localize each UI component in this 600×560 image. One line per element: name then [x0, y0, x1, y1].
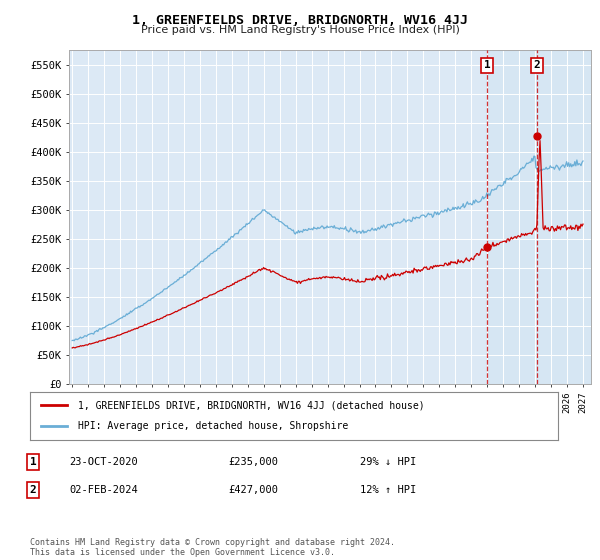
- Text: 1, GREENFIELDS DRIVE, BRIDGNORTH, WV16 4JJ (detached house): 1, GREENFIELDS DRIVE, BRIDGNORTH, WV16 4…: [77, 400, 424, 410]
- Text: 29% ↓ HPI: 29% ↓ HPI: [360, 457, 416, 467]
- Text: HPI: Average price, detached house, Shropshire: HPI: Average price, detached house, Shro…: [77, 421, 348, 431]
- Text: Contains HM Land Registry data © Crown copyright and database right 2024.
This d: Contains HM Land Registry data © Crown c…: [30, 538, 395, 557]
- Text: 2: 2: [533, 60, 540, 71]
- Text: £427,000: £427,000: [228, 485, 278, 495]
- Bar: [487, 50, 591, 384]
- Text: 23-OCT-2020: 23-OCT-2020: [69, 457, 138, 467]
- Text: £235,000: £235,000: [228, 457, 278, 467]
- Text: 1: 1: [484, 60, 491, 71]
- Text: 1: 1: [29, 457, 37, 467]
- Text: 2: 2: [29, 485, 37, 495]
- Text: 12% ↑ HPI: 12% ↑ HPI: [360, 485, 416, 495]
- Text: 1, GREENFIELDS DRIVE, BRIDGNORTH, WV16 4JJ: 1, GREENFIELDS DRIVE, BRIDGNORTH, WV16 4…: [132, 14, 468, 27]
- Text: Price paid vs. HM Land Registry's House Price Index (HPI): Price paid vs. HM Land Registry's House …: [140, 25, 460, 35]
- Text: 02-FEB-2024: 02-FEB-2024: [69, 485, 138, 495]
